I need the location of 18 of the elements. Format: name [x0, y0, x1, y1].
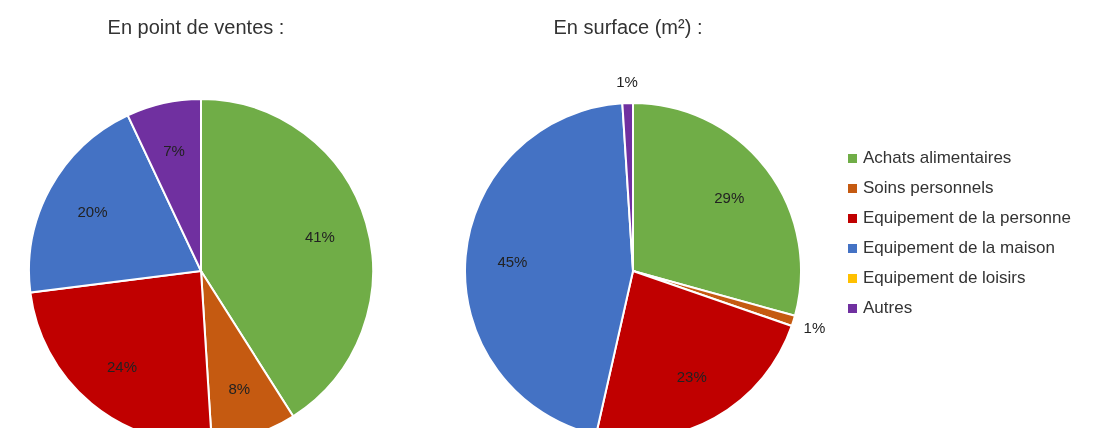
chart-title: En point de ventes : — [106, 16, 286, 39]
data-label: 24% — [107, 357, 138, 375]
data-label: 23% — [676, 368, 707, 386]
legend-label: Equipement de la maison — [863, 238, 1055, 258]
legend-label: Equipement de la personne — [863, 208, 1071, 228]
legend-label: Autres — [863, 298, 913, 318]
data-label: 1% — [616, 72, 638, 90]
legend-label: Soins personnels — [863, 178, 994, 198]
data-label: 29% — [714, 189, 745, 207]
legend-label: Achats alimentaires — [863, 148, 1012, 168]
data-label: 41% — [304, 227, 335, 245]
chart-title: En surface (m²) : — [552, 16, 704, 39]
data-label: 20% — [77, 202, 108, 220]
data-label: 8% — [228, 380, 251, 398]
data-label: 1% — [803, 318, 826, 336]
legend-label: Equipement de loisirs — [863, 268, 1026, 288]
data-label: 7% — [163, 141, 185, 159]
data-label: 45% — [497, 252, 528, 270]
